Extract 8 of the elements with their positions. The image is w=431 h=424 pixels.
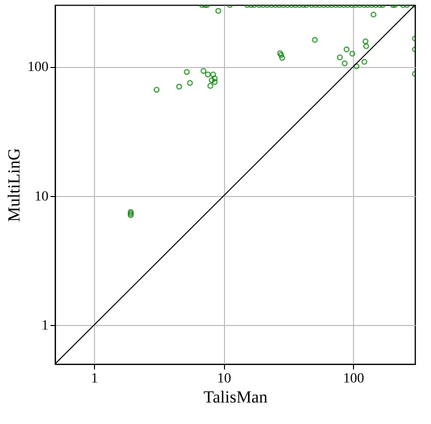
y-tick-label: 100 (28, 60, 48, 76)
y-axis-title: MultiLinG (4, 148, 24, 222)
x-tick-label: 100 (343, 372, 364, 386)
y-tick-label: 10 (34, 189, 48, 204)
x-tick-label: 10 (217, 372, 232, 386)
y-tick-label: 1 (42, 318, 48, 334)
x-axis-title: TalisMan (204, 388, 268, 406)
x-tick-label: 1 (91, 372, 98, 386)
